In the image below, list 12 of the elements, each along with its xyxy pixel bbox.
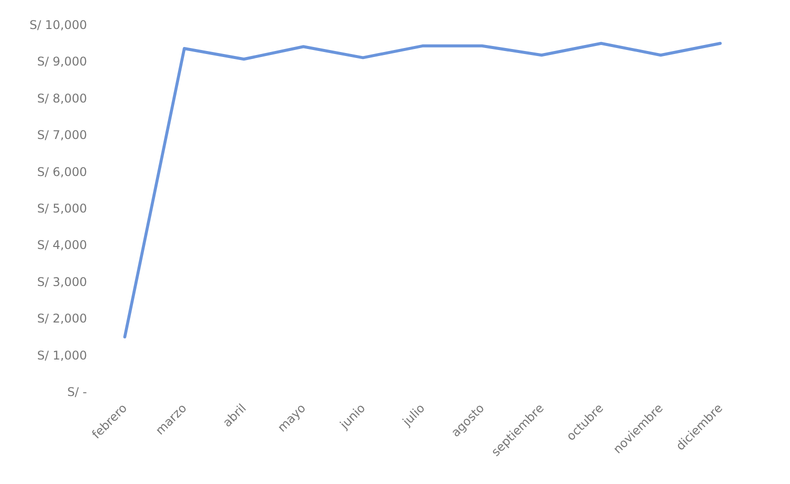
y-tick-label: S/ 5,000: [37, 202, 87, 216]
y-tick-label: S/ 1,000: [37, 348, 87, 362]
y-tick-label: S/ 4,000: [37, 238, 87, 252]
line-series: [123, 42, 722, 338]
y-tick-label: S/ 8,000: [37, 91, 87, 106]
y-tick-label: S/ 9,000: [37, 54, 87, 69]
y-tick-label: S/ -: [67, 385, 87, 399]
y-tick-label: S/ 6,000: [37, 164, 87, 179]
y-tick-label: S/ 2,000: [37, 312, 87, 326]
y-tick-label: S/ 3,000: [37, 274, 87, 289]
y-tick-label: S/ 7,000: [37, 128, 87, 142]
y-tick-label: S/ 10,000: [30, 18, 87, 32]
